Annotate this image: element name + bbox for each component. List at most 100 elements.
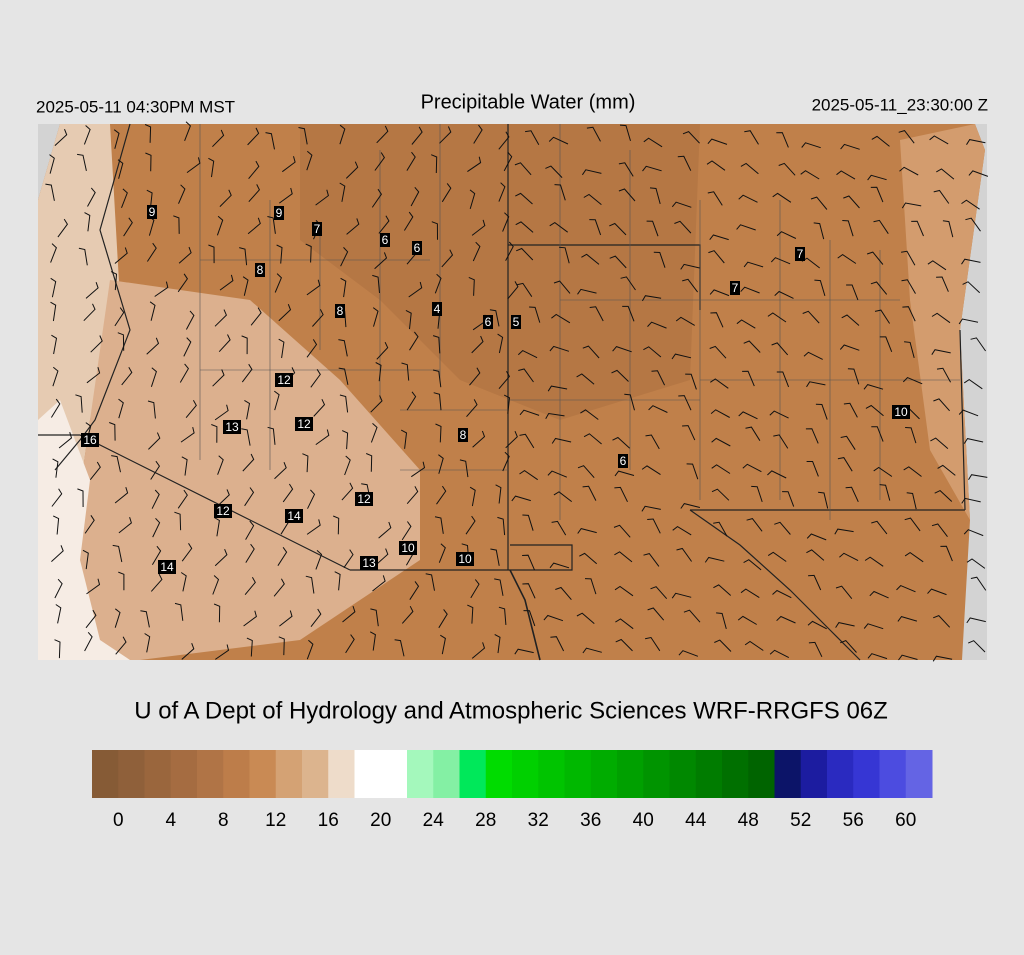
colorbar-cell — [564, 750, 592, 798]
wind-barb — [514, 648, 534, 655]
wind-barb — [771, 342, 789, 356]
colorbar-tick-label: 48 — [738, 810, 759, 831]
colorbar-cell — [827, 750, 854, 798]
wind-barb — [927, 588, 947, 596]
wind-barb — [425, 573, 435, 591]
colorbar-tick-label: 56 — [843, 810, 864, 831]
wind-barb — [177, 489, 188, 509]
wind-barb — [514, 162, 532, 176]
wind-barb — [736, 319, 756, 329]
wind-barb — [338, 339, 348, 357]
colorbar-cell — [249, 750, 277, 798]
colorbar-tick-label: 40 — [633, 810, 654, 831]
wind-barb — [707, 138, 728, 145]
wind-barb — [277, 547, 288, 566]
colorbar-cell — [722, 750, 749, 798]
wind-barb — [879, 484, 891, 501]
wind-barb — [497, 333, 504, 354]
credit: U of A Dept of Hydrology and Atmospheric… — [134, 697, 888, 724]
colorbar-cell — [223, 750, 250, 798]
wind-barb — [244, 487, 255, 507]
wind-barb — [118, 517, 132, 534]
wind-barb — [559, 246, 570, 264]
wind-barb — [612, 346, 632, 353]
wind-barb — [150, 573, 163, 592]
wind-barb — [711, 437, 731, 447]
wind-barb — [50, 301, 57, 322]
wind-barb — [214, 549, 228, 567]
wind-barb — [770, 257, 791, 265]
station-label: 10 — [401, 541, 415, 555]
wind-barb — [772, 192, 792, 203]
wind-barb — [834, 528, 854, 535]
wind-barb — [619, 124, 631, 142]
wind-barb — [709, 289, 730, 297]
wind-barb — [803, 351, 823, 360]
wind-barb — [961, 199, 980, 210]
wind-barb — [519, 409, 540, 416]
wind-barb — [306, 339, 318, 358]
wind-barb — [545, 412, 565, 419]
wind-barb — [242, 453, 255, 472]
wind-barb — [584, 578, 597, 595]
wind-barb — [582, 647, 602, 654]
wind-barb — [906, 492, 917, 510]
wind-barb — [282, 483, 294, 503]
wind-barb — [306, 279, 321, 296]
wind-barb — [434, 273, 442, 294]
wind-barb — [494, 578, 504, 596]
wind-barb — [473, 124, 483, 144]
wind-barb — [109, 422, 116, 441]
wind-barb — [366, 453, 373, 472]
wind-barb — [498, 131, 510, 150]
wind-barb — [680, 263, 700, 270]
station-label: 7 — [314, 222, 321, 236]
wind-barb — [620, 276, 636, 291]
station-label: 4 — [434, 302, 441, 316]
wind-barb — [334, 571, 341, 591]
wind-barb — [672, 525, 692, 536]
wind-barb — [525, 130, 540, 145]
wind-barb — [180, 572, 187, 592]
valid-local-time: 2025-05-11 04:30PM MST — [36, 97, 235, 116]
wind-barb — [776, 132, 789, 148]
wind-barb — [84, 631, 93, 652]
wind-barb — [114, 247, 128, 264]
wind-barb — [174, 511, 182, 531]
wind-barb — [265, 132, 275, 150]
wind-barb — [614, 551, 633, 563]
wind-barb — [958, 409, 979, 417]
wind-barb — [624, 393, 635, 411]
wind-barb — [241, 363, 253, 383]
wind-barb — [709, 234, 729, 241]
wind-barb — [339, 124, 346, 145]
wind-barb — [214, 309, 227, 327]
station-label: 6 — [414, 241, 421, 255]
wind-barb — [112, 544, 123, 563]
wind-barb — [867, 174, 887, 181]
wind-barb — [345, 161, 359, 179]
wind-barb — [298, 127, 308, 145]
wind-barb — [576, 612, 595, 624]
wind-barb — [902, 377, 923, 385]
wind-barb — [782, 491, 795, 507]
wind-barb — [184, 121, 191, 141]
wind-barb — [214, 404, 229, 421]
wind-barb — [839, 552, 859, 562]
wind-barb — [901, 202, 922, 209]
wind-barb — [609, 222, 627, 236]
wind-barb — [89, 461, 101, 481]
wind-barb — [904, 517, 921, 532]
station-label: 7 — [797, 247, 804, 261]
wind-barb — [178, 246, 192, 264]
wind-barb — [643, 346, 662, 358]
border-river — [509, 569, 541, 661]
colorbar-cell — [853, 750, 880, 798]
station-label: 16 — [83, 433, 97, 447]
wind-barb — [467, 604, 474, 624]
wind-barb — [609, 255, 627, 269]
pw-white-coast — [38, 400, 130, 660]
wind-barb — [315, 550, 323, 570]
wind-barb — [806, 533, 827, 541]
wind-barb — [653, 251, 666, 268]
